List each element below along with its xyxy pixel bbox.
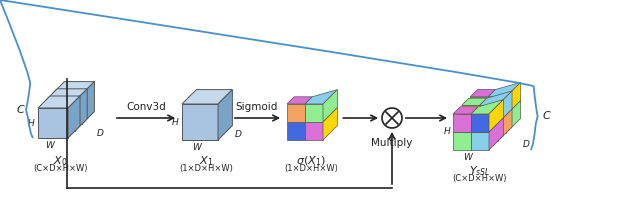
Polygon shape <box>506 100 521 133</box>
Polygon shape <box>488 115 506 133</box>
Text: W: W <box>463 153 472 162</box>
Text: D: D <box>97 129 103 138</box>
Text: D: D <box>234 130 241 139</box>
Polygon shape <box>470 115 488 133</box>
Polygon shape <box>287 122 305 140</box>
Text: $X_0$: $X_0$ <box>53 154 67 168</box>
Polygon shape <box>470 97 488 115</box>
Polygon shape <box>45 89 87 101</box>
Text: C: C <box>16 105 24 115</box>
Text: H: H <box>444 128 450 137</box>
Polygon shape <box>470 90 495 97</box>
Polygon shape <box>479 105 498 123</box>
Polygon shape <box>488 82 521 97</box>
Polygon shape <box>479 91 512 105</box>
Text: $\sigma(X_1)$: $\sigma(X_1)$ <box>296 154 326 168</box>
Polygon shape <box>461 123 479 141</box>
Polygon shape <box>305 122 323 140</box>
Polygon shape <box>506 82 521 115</box>
Text: D: D <box>523 140 529 149</box>
Polygon shape <box>83 82 95 124</box>
Polygon shape <box>453 132 471 150</box>
Polygon shape <box>461 98 487 105</box>
Polygon shape <box>461 105 479 123</box>
Text: $X_1$: $X_1$ <box>198 154 213 168</box>
Polygon shape <box>471 99 504 114</box>
Polygon shape <box>453 114 471 132</box>
Polygon shape <box>68 96 80 138</box>
Text: W: W <box>192 143 201 152</box>
Text: $Y_{sSL}$: $Y_{sSL}$ <box>469 164 490 178</box>
Polygon shape <box>76 89 87 131</box>
Text: Conv3d: Conv3d <box>126 102 166 112</box>
Polygon shape <box>305 90 337 104</box>
Polygon shape <box>182 104 218 140</box>
Polygon shape <box>471 114 489 132</box>
Text: (C×D×H×W): (C×D×H×W) <box>33 164 88 173</box>
Text: (C×D×H×W): (C×D×H×W) <box>452 174 507 183</box>
Polygon shape <box>38 96 80 108</box>
Polygon shape <box>489 99 504 132</box>
Polygon shape <box>453 107 478 114</box>
Text: Multiply: Multiply <box>371 138 413 148</box>
Text: (1×D×H×W): (1×D×H×W) <box>284 164 338 173</box>
Polygon shape <box>287 104 305 122</box>
Text: (1×D×H×W): (1×D×H×W) <box>179 164 233 173</box>
Polygon shape <box>471 132 489 150</box>
Polygon shape <box>323 108 337 140</box>
Polygon shape <box>52 94 83 124</box>
Polygon shape <box>323 90 337 122</box>
Polygon shape <box>498 91 512 123</box>
Text: H: H <box>172 117 179 126</box>
Polygon shape <box>488 97 506 115</box>
Text: C: C <box>543 111 550 121</box>
Text: W: W <box>45 141 54 150</box>
Polygon shape <box>182 90 232 104</box>
Polygon shape <box>218 90 232 140</box>
Polygon shape <box>52 82 95 94</box>
Polygon shape <box>287 97 312 104</box>
Polygon shape <box>45 101 76 131</box>
Polygon shape <box>305 104 323 122</box>
Text: H: H <box>28 118 35 128</box>
Text: Sigmoid: Sigmoid <box>236 102 278 112</box>
Polygon shape <box>489 118 504 150</box>
Polygon shape <box>479 123 498 141</box>
Polygon shape <box>498 109 512 141</box>
Polygon shape <box>38 108 68 138</box>
